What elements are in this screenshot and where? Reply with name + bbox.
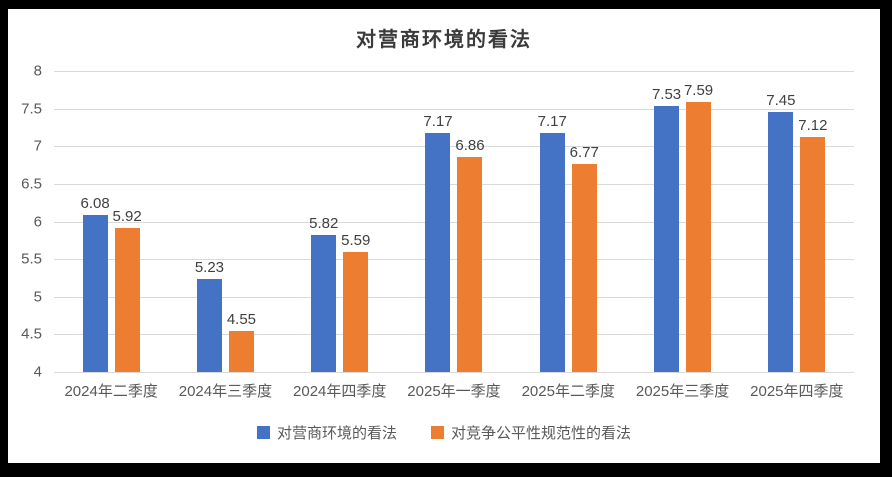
gridline (54, 372, 854, 373)
bar-series-0-cat-4: 7.17 (538, 113, 567, 372)
x-category-label: 2024年二季度 (64, 383, 158, 400)
legend-item-series-1: 对竞争公平性规范性的看法 (431, 422, 631, 443)
y-tick-label: 5 (33, 288, 42, 306)
bar-value-label: 5.92 (112, 207, 142, 225)
bar-series-1-cat-6: 7.12 (798, 117, 827, 372)
bar-value-label: 4.55 (226, 310, 257, 328)
bar-series-0-cat-3: 7.17 (423, 113, 453, 372)
bar-value-label: 6.08 (80, 195, 110, 213)
y-tick-label: 4 (33, 363, 42, 381)
bar-series-1-cat-4: 6.77 (570, 144, 599, 372)
bar-value-label: 7.45 (766, 92, 796, 110)
bar-value-label: 5.82 (309, 215, 339, 233)
gridline (54, 259, 854, 261)
bar-series-0-cat-2: 5.82 (309, 215, 338, 372)
bar-group: 7.53 7.59 (625, 71, 739, 372)
bar-value-label: 6.77 (569, 143, 599, 161)
chart-canvas: 对营商环境的看法 8 7.5 7 6.5 6 5.5 5 4.5 4 6.08 5.92 5.23 4… (8, 9, 880, 463)
legend: 对营商环境的看法 对竞争公平性规范性的看法 (8, 422, 880, 443)
gridline (54, 146, 854, 148)
gridline (54, 221, 854, 223)
bar-value-label: 5.59 (341, 232, 371, 250)
y-tick-label: 5.5 (21, 250, 42, 268)
bar-series-1-cat-5: 7.59 (684, 82, 713, 372)
bar-value-label: 7.17 (537, 113, 567, 131)
bar-group: 6.08 5.92 (54, 71, 168, 372)
x-category-label: 2025年四季度 (750, 383, 844, 400)
plot-area: 6.08 5.92 5.23 4.55 5.82 5.59 7.17 6.86 7.17 6.77… (54, 71, 854, 373)
x-axis: 2024年二季度 2024年三季度 2024年四季度 2025年一季度 2025年二季度… (54, 380, 854, 401)
bar-value-label: 7.17 (423, 113, 453, 131)
bar-series-0-cat-0: 6.08 (81, 195, 110, 372)
x-category-label: 2025年三季度 (635, 383, 730, 400)
bar-groups: 6.08 5.92 5.23 4.55 5.82 5.59 7.17 6.86 7.17 6.77… (54, 71, 854, 372)
bar-value-label: 6.86 (455, 136, 485, 154)
gridline (54, 108, 854, 110)
bar-group: 5.82 5.59 (283, 71, 397, 372)
legend-label: 对营商环境的看法 (276, 425, 397, 442)
y-tick-label: 7 (33, 137, 42, 155)
gridline (54, 183, 854, 185)
y-axis: 8 7.5 7 6.5 6 5.5 5 4.5 4 (8, 63, 48, 381)
x-category-label: 2025年一季度 (407, 383, 501, 400)
bar-series-1-cat-3: 6.86 (455, 137, 485, 372)
bar-value-label: 7.53 (651, 86, 682, 104)
gridline (54, 71, 854, 72)
x-category-label: 2024年四季度 (293, 383, 387, 400)
x-category-label: 2025年二季度 (521, 383, 615, 400)
legend-label: 对竞争公平性规范性的看法 (451, 425, 632, 442)
bar-series-1-cat-1: 4.55 (227, 311, 256, 372)
bar-group: 7.17 6.77 (511, 71, 625, 372)
legend-swatch-icon (256, 426, 270, 439)
y-tick-label: 7.5 (21, 100, 42, 118)
bar-value-label: 7.59 (683, 81, 714, 99)
bar-group: 7.45 7.12 (740, 71, 854, 372)
bar-series-1-cat-2: 5.59 (341, 232, 370, 372)
gridline (54, 296, 854, 298)
bar-group: 7.17 6.86 (397, 71, 511, 372)
chart-title: 对营商环境的看法 (356, 27, 532, 51)
gridline (54, 334, 854, 336)
y-tick-label: 4.5 (21, 325, 42, 343)
bar-series-1-cat-0: 5.92 (113, 208, 142, 372)
legend-item-series-0: 对营商环境的看法 (256, 422, 397, 443)
y-tick-label: 6 (33, 213, 42, 230)
bar-series-0-cat-6: 7.45 (766, 92, 795, 372)
x-category-label: 2024年三季度 (178, 383, 273, 400)
legend-swatch-icon (431, 426, 444, 439)
bar-series-0-cat-1: 5.23 (195, 259, 224, 372)
bar-series-0-cat-5: 7.53 (652, 86, 681, 372)
bar-value-label: 7.12 (798, 117, 828, 135)
y-tick-label: 6.5 (21, 175, 42, 193)
y-tick-label: 8 (33, 62, 42, 80)
bar-group: 5.23 4.55 (168, 71, 282, 372)
bar-value-label: 5.23 (194, 259, 225, 277)
